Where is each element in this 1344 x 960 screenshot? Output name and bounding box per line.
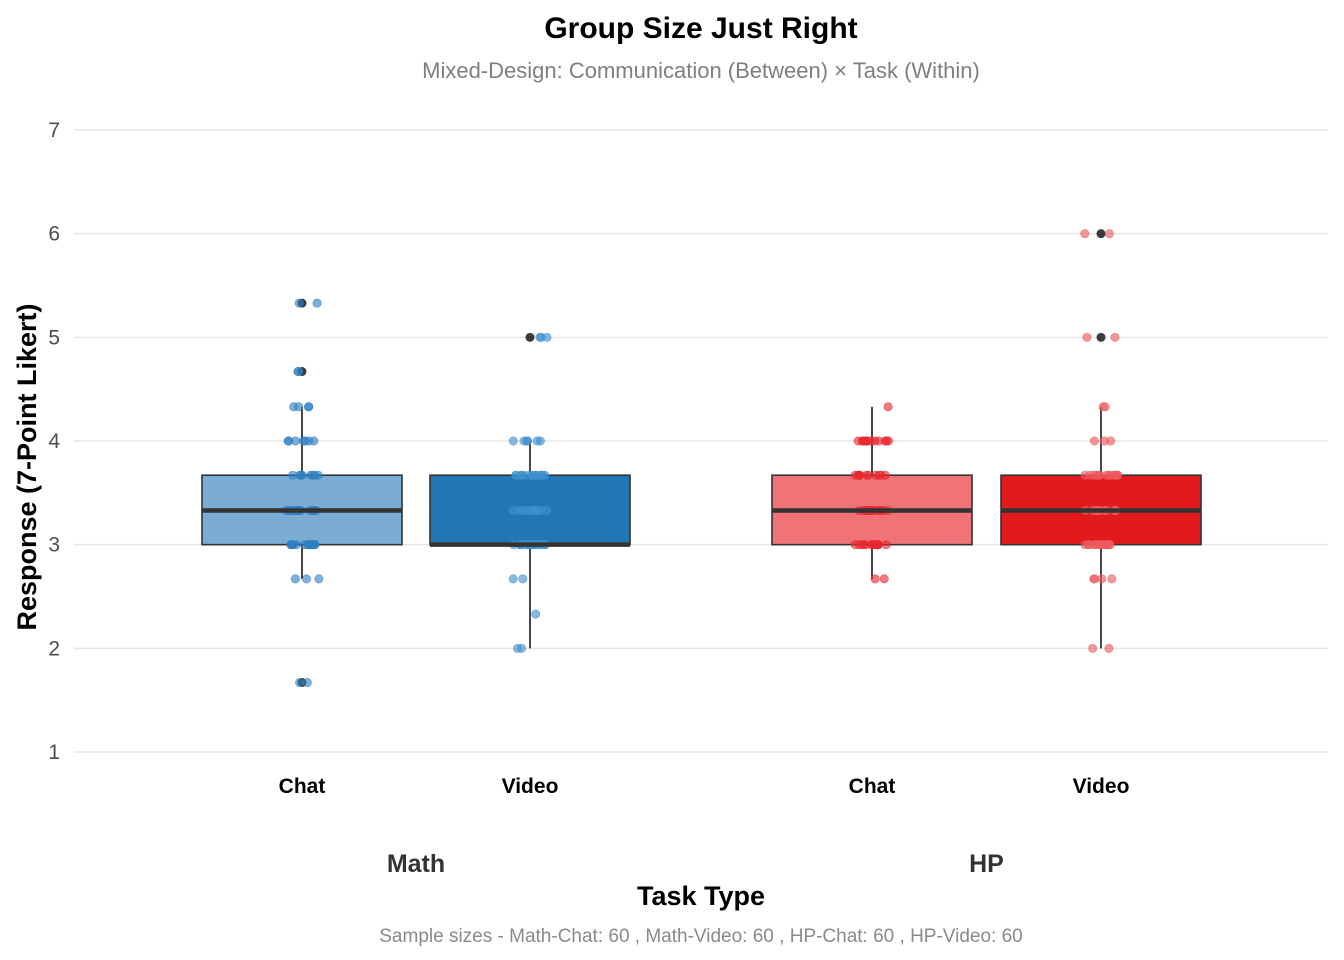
facet-label-math: Math (387, 850, 445, 878)
point-hp-video-48 (1102, 470, 1112, 480)
point-math-chat-53 (289, 402, 299, 412)
x-axis-title: Task Type (637, 881, 765, 911)
boxplot-hp-video (1000, 229, 1202, 653)
point-math-chat-58 (295, 678, 305, 688)
y-tick-labels: 1 2 3 4 5 6 7 (48, 119, 60, 764)
plot-area (201, 229, 1202, 688)
point-hp-chat-39 (863, 470, 873, 480)
outlier-math-video-0 (525, 332, 535, 342)
point-math-chat-48 (300, 436, 310, 446)
point-math-chat-2 (302, 574, 312, 584)
facet-label-hp: HP (969, 850, 1004, 878)
boxplot-math-chat (201, 298, 403, 688)
point-hp-chat-58 (870, 436, 880, 446)
point-hp-chat-45 (874, 470, 884, 480)
point-math-chat-18 (310, 540, 320, 550)
point-hp-video-58 (1080, 229, 1090, 239)
x-tick-label-math-chat: Chat (279, 775, 326, 798)
outlier-hp-video-1 (1096, 229, 1106, 239)
point-hp-video-4 (1089, 574, 1099, 584)
point-math-video-34 (542, 505, 552, 515)
point-hp-video-20 (1099, 540, 1109, 550)
y-tick-label-4: 4 (48, 430, 60, 453)
y-tick-label-3: 3 (48, 534, 60, 557)
point-math-chat-3 (314, 574, 324, 584)
point-hp-chat-11 (881, 540, 891, 550)
gridlines (74, 129, 1328, 753)
y-tick-label-2: 2 (48, 637, 60, 660)
point-hp-video-5 (1097, 574, 1107, 584)
point-hp-video-54 (1098, 402, 1108, 412)
x-tick-label-hp-chat: Chat (849, 775, 896, 798)
point-math-video-49 (537, 470, 547, 480)
point-hp-video-1 (1104, 643, 1114, 653)
point-hp-video-0 (1088, 643, 1098, 653)
point-hp-chat-55 (883, 436, 893, 446)
y-tick-label-6: 6 (48, 223, 60, 246)
point-hp-video-57 (1104, 229, 1114, 239)
point-hp-chat-59 (883, 402, 893, 412)
point-hp-video-56 (1110, 332, 1120, 342)
point-hp-video-21 (1091, 540, 1101, 550)
y-tick-label-7: 7 (48, 119, 60, 142)
point-math-chat-56 (294, 298, 304, 308)
point-math-chat-16 (287, 540, 297, 550)
point-math-video-54 (508, 436, 518, 446)
y-tick-label-1: 1 (48, 741, 60, 764)
point-math-video-3 (508, 574, 518, 584)
x-tick-labels: Chat Video Chat Video (279, 775, 1130, 798)
facet-labels: Math HP (387, 850, 1004, 878)
point-math-video-59 (542, 332, 552, 342)
point-math-chat-42 (308, 470, 318, 480)
boxplot-math-video (429, 332, 631, 653)
point-math-video-2 (531, 609, 541, 619)
point-hp-video-50 (1089, 436, 1099, 446)
outlier-hp-video-0 (1096, 332, 1106, 342)
point-math-video-55 (519, 436, 529, 446)
point-math-chat-0 (302, 678, 312, 688)
point-hp-video-55 (1082, 332, 1092, 342)
caption: Sample sizes - Math-Chat: 60 , Math-Vide… (379, 926, 1023, 947)
point-math-video-1 (513, 643, 523, 653)
point-math-video-50 (516, 470, 526, 480)
point-math-chat-52 (304, 402, 314, 412)
point-math-chat-1 (290, 574, 300, 584)
point-math-video-4 (518, 574, 528, 584)
point-hp-chat-1 (879, 574, 889, 584)
chart-subtitle: Mixed-Design: Communication (Between) × … (422, 58, 980, 83)
point-hp-video-52 (1099, 436, 1109, 446)
chart-title: Group Size Just Right (544, 12, 857, 45)
point-hp-chat-14 (869, 540, 879, 550)
y-axis-title: Response (7-Point Likert) (12, 303, 42, 630)
point-hp-chat-0 (870, 574, 880, 584)
x-tick-label-math-video: Video (502, 775, 559, 798)
x-tick-label-hp-video: Video (1073, 775, 1130, 798)
point-math-chat-40 (295, 470, 305, 480)
point-math-video-36 (514, 505, 524, 515)
point-math-chat-49 (283, 436, 293, 446)
point-hp-video-3 (1107, 574, 1117, 584)
point-math-video-56 (532, 436, 542, 446)
point-math-chat-57 (312, 298, 322, 308)
boxplot-hp-chat (771, 402, 973, 584)
point-hp-chat-15 (857, 540, 867, 550)
point-math-video-35 (525, 505, 535, 515)
point-math-chat-55 (294, 367, 304, 377)
point-hp-chat-43 (854, 470, 864, 480)
y-tick-label-5: 5 (48, 326, 60, 349)
point-hp-chat-57 (858, 436, 868, 446)
point-hp-video-49 (1109, 470, 1119, 480)
